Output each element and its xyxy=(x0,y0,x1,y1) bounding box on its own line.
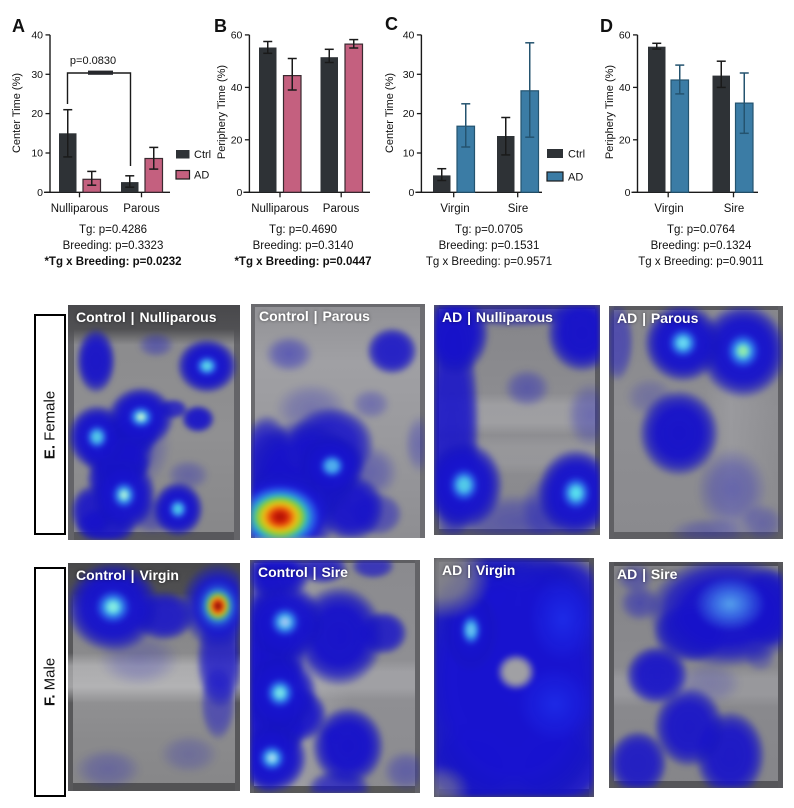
svg-text:20: 20 xyxy=(619,134,631,146)
svg-text:Virgin: Virgin xyxy=(654,203,683,215)
svg-text:C: C xyxy=(385,14,398,34)
svg-text:A: A xyxy=(12,16,25,36)
svg-text:Tg: p=0.0764: Tg: p=0.0764 xyxy=(667,224,736,236)
svg-text:B: B xyxy=(214,16,227,36)
svg-text:10: 10 xyxy=(403,148,415,160)
svg-text:*Tg x Breeding: p=0.0447: *Tg x Breeding: p=0.0447 xyxy=(234,256,371,268)
svg-text:40: 40 xyxy=(231,82,243,94)
svg-text:Sire: Sire xyxy=(508,203,528,215)
svg-text:Tg: p=0.0705: Tg: p=0.0705 xyxy=(455,224,523,236)
svg-text:0: 0 xyxy=(37,187,43,199)
svg-text:Center Time (%): Center Time (%) xyxy=(11,73,23,153)
svg-text:p=0.0830: p=0.0830 xyxy=(70,55,116,67)
svg-text:Ctrl: Ctrl xyxy=(194,149,211,161)
svg-text:Periphery Time (%): Periphery Time (%) xyxy=(216,65,228,159)
svg-text:60: 60 xyxy=(231,30,243,42)
svg-text:Ctrl: Ctrl xyxy=(568,149,585,161)
svg-text:Breeding: p=0.3323: Breeding: p=0.3323 xyxy=(63,240,164,252)
svg-text:Breeding: p=0.3140: Breeding: p=0.3140 xyxy=(253,240,354,252)
svg-text:AD: AD xyxy=(194,170,209,182)
svg-text:20: 20 xyxy=(231,134,243,146)
svg-text:30: 30 xyxy=(31,69,43,81)
svg-text:AD: AD xyxy=(568,172,583,184)
svg-text:20: 20 xyxy=(403,108,415,120)
svg-text:Parous: Parous xyxy=(323,203,360,215)
svg-text:Tg x Breeding: p=0.9011: Tg x Breeding: p=0.9011 xyxy=(638,256,763,268)
svg-text:40: 40 xyxy=(403,30,415,42)
svg-text:Tg: p=0.4690: Tg: p=0.4690 xyxy=(269,224,337,236)
svg-text:Parous: Parous xyxy=(123,203,160,215)
svg-text:Periphery Time (%): Periphery Time (%) xyxy=(604,65,616,159)
svg-text:D: D xyxy=(600,16,613,36)
svg-text:*Tg x Breeding: p=0.0232: *Tg x Breeding: p=0.0232 xyxy=(44,256,181,268)
svg-text:60: 60 xyxy=(619,30,631,42)
svg-text:20: 20 xyxy=(31,108,43,120)
svg-text:Nulliparous: Nulliparous xyxy=(51,203,109,215)
svg-text:10: 10 xyxy=(31,148,43,160)
svg-text:Center Time (%): Center Time (%) xyxy=(384,73,396,153)
svg-text:Virgin: Virgin xyxy=(440,203,469,215)
svg-text:30: 30 xyxy=(403,69,415,81)
svg-text:40: 40 xyxy=(619,82,631,94)
svg-text:Breeding: p=0.1324: Breeding: p=0.1324 xyxy=(651,240,752,252)
svg-text:0: 0 xyxy=(409,187,415,199)
svg-text:Sire: Sire xyxy=(724,203,744,215)
svg-text:Tg: p=0.4286: Tg: p=0.4286 xyxy=(79,224,147,236)
svg-text:Breeding: p=0.1531: Breeding: p=0.1531 xyxy=(439,240,540,252)
svg-text:0: 0 xyxy=(625,187,631,199)
svg-text:Nulliparous: Nulliparous xyxy=(251,203,309,215)
svg-text:Tg x Breeding: p=0.9571: Tg x Breeding: p=0.9571 xyxy=(426,256,552,268)
svg-text:40: 40 xyxy=(31,30,43,42)
svg-text:0: 0 xyxy=(237,187,243,199)
